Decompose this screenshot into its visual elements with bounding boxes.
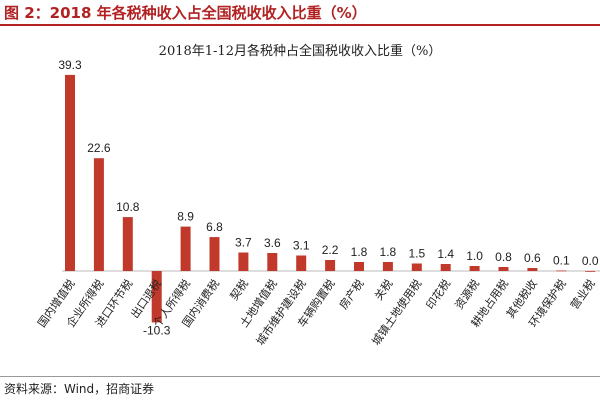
category-label-6: 契税 [227, 277, 251, 303]
category-label-18: 营业税 [567, 277, 597, 312]
bar-6 [238, 252, 249, 271]
bar-3 [151, 271, 162, 323]
bar-1 [93, 158, 104, 271]
value-labels-group: 39.3 22.6 10.8 -10.3 8.9 6.8 3.7 3.6 3.1 2.2 1.8 1.… [58, 58, 599, 337]
category-label-14: 资源税 [452, 277, 482, 312]
value-label-11: 1.8 [380, 245, 397, 259]
category-label-10: 房产税 [336, 277, 366, 312]
value-label-10: 1.8 [351, 245, 368, 259]
value-label-13: 1.4 [437, 247, 454, 261]
value-label-1: 22.6 [87, 141, 111, 155]
value-label-6: 3.7 [235, 236, 252, 250]
value-label-8: 3.1 [293, 239, 310, 253]
bar-18 [585, 271, 596, 272]
bar-chart: 39.3 22.6 10.8 -10.3 8.9 6.8 3.7 3.6 3.1 2.2 1.8 1.… [34, 58, 600, 348]
value-label-17: 0.1 [553, 254, 570, 268]
bar-2 [122, 217, 133, 271]
value-label-9: 2.2 [322, 243, 339, 257]
value-label-4: 8.9 [177, 210, 194, 224]
value-label-16: 0.6 [524, 251, 541, 265]
figure-header: 图 2：2018 年各税种收入占全国税收收入比重（%） [0, 0, 600, 26]
bar-4 [180, 226, 191, 271]
bar-14 [469, 266, 480, 271]
bar-15 [498, 267, 509, 271]
bar-16 [527, 268, 538, 271]
source-divider [0, 376, 600, 377]
value-label-7: 3.6 [264, 236, 281, 250]
value-label-12: 1.5 [408, 247, 425, 261]
source-note: 资料来源：Wind，招商证券 [4, 382, 155, 396]
bar-12 [411, 263, 422, 271]
value-label-14: 1.0 [466, 249, 483, 263]
bar-10 [354, 262, 364, 271]
value-label-15: 0.8 [495, 250, 512, 264]
value-label-0: 39.3 [58, 58, 82, 72]
bars-group [65, 74, 596, 323]
bar-13 [440, 264, 451, 271]
bar-17 [556, 270, 567, 272]
bar-7 [267, 253, 278, 271]
value-label-5: 6.8 [206, 220, 223, 234]
bar-0 [65, 74, 75, 272]
category-label-11: 关税 [371, 277, 395, 303]
bar-9 [325, 260, 336, 271]
bar-8 [296, 255, 307, 271]
category-label-13: 印花税 [423, 277, 453, 312]
chart-title: 2018年1-12月各税种占全国税收收入比重（%） [158, 44, 442, 59]
value-label-2: 10.8 [116, 200, 140, 214]
value-label-18: 0.0 [582, 254, 599, 268]
figure-title: 图 2：2018 年各税种收入占全国税收收入比重（%） [4, 4, 367, 22]
bar-11 [382, 262, 393, 271]
value-label-3: -10.3 [143, 323, 171, 337]
bar-5 [209, 237, 220, 271]
